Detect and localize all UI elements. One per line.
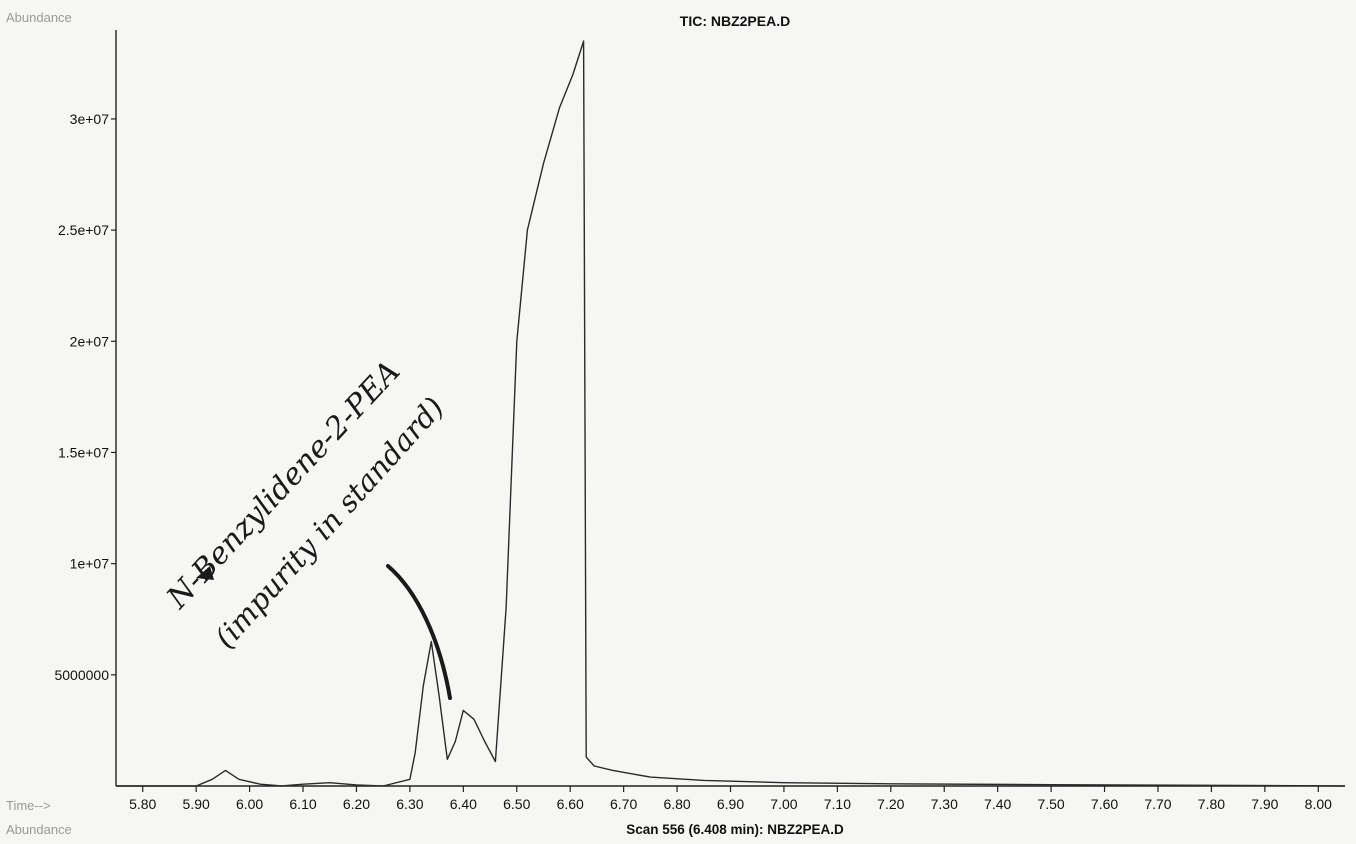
x-tick-label: 6.60 bbox=[557, 796, 584, 812]
x-tick-label: 6.50 bbox=[503, 796, 530, 812]
y-ticks: 5000000 1e+07 1.5e+07 2e+07 2.5e+07 3e+07 bbox=[54, 111, 116, 683]
x-tick-label: 7.00 bbox=[770, 796, 797, 812]
x-tick-label: 7.20 bbox=[877, 796, 904, 812]
footer-time-label: Time--> bbox=[6, 798, 51, 813]
x-tick-label: 7.50 bbox=[1037, 796, 1064, 812]
y-tick-label: 2e+07 bbox=[70, 333, 110, 349]
footer-abundance-label: Abundance bbox=[6, 822, 72, 837]
x-tick-label: 6.00 bbox=[236, 796, 263, 812]
x-tick-label: 6.80 bbox=[663, 796, 690, 812]
x-tick-label: 7.90 bbox=[1251, 796, 1278, 812]
header-abundance-label: Abundance bbox=[6, 10, 72, 25]
x-tick-label: 6.20 bbox=[343, 796, 370, 812]
chart-title: TIC: NBZ2PEA.D bbox=[680, 13, 790, 29]
x-tick-label: 6.70 bbox=[610, 796, 637, 812]
y-tick-label: 5000000 bbox=[54, 667, 109, 683]
y-tick-label: 3e+07 bbox=[70, 111, 110, 127]
x-tick-label: 7.70 bbox=[1144, 796, 1171, 812]
x-tick-label: 8.00 bbox=[1305, 796, 1332, 812]
handwritten-annotation: N-Benzylidene-2-PEA (impurity in standar… bbox=[160, 354, 452, 700]
annotation-arrowhead bbox=[196, 566, 214, 580]
x-tick-label: 6.30 bbox=[396, 796, 423, 812]
x-tick-label: 5.90 bbox=[183, 796, 210, 812]
scan-label: Scan 556 (6.408 min): NBZ2PEA.D bbox=[626, 822, 844, 837]
x-tick-label: 7.40 bbox=[984, 796, 1011, 812]
x-tick-label: 7.60 bbox=[1091, 796, 1118, 812]
annotation-arrow bbox=[386, 564, 452, 700]
y-tick-label: 2.5e+07 bbox=[58, 222, 109, 238]
x-tick-label: 6.10 bbox=[289, 796, 316, 812]
x-ticks: 5.80 5.90 6.00 6.10 6.20 6.30 6.40 6.50 6.60 6.70… bbox=[129, 786, 1332, 812]
tic-trace bbox=[116, 40, 1346, 787]
x-tick-label: 6.90 bbox=[717, 796, 744, 812]
x-tick-label: 7.10 bbox=[824, 796, 851, 812]
x-tick-label: 5.80 bbox=[129, 796, 156, 812]
x-tick-label: 7.80 bbox=[1198, 796, 1225, 812]
y-tick-label: 1.5e+07 bbox=[58, 444, 109, 460]
y-tick-label: 1e+07 bbox=[70, 556, 110, 572]
x-tick-label: 6.40 bbox=[450, 796, 477, 812]
x-tick-label: 7.30 bbox=[931, 796, 958, 812]
